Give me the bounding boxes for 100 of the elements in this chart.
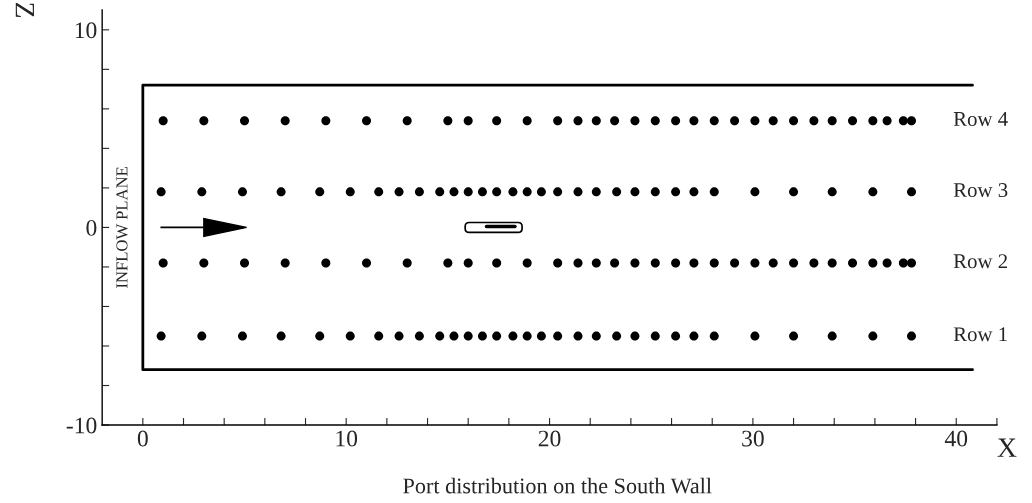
- point: [907, 187, 916, 197]
- point: [321, 258, 331, 268]
- point: [402, 258, 412, 268]
- point: [689, 116, 699, 126]
- point: [709, 258, 719, 268]
- point: [898, 116, 908, 126]
- point: [280, 258, 290, 268]
- point: [689, 331, 699, 341]
- point: [463, 116, 473, 126]
- point: [435, 331, 445, 341]
- point: [463, 187, 473, 197]
- point: [443, 116, 453, 126]
- point: [730, 116, 740, 126]
- point: [591, 116, 601, 126]
- series-label: Row 1: [953, 327, 1007, 342]
- point: [882, 258, 892, 268]
- point: [612, 331, 622, 341]
- x-tick-label: 30: [742, 430, 764, 447]
- point: [709, 116, 719, 126]
- point: [650, 116, 660, 126]
- y-tick-label: -10: [66, 417, 97, 434]
- point: [809, 258, 819, 268]
- annotation: INFLOW PLANE: [116, 167, 128, 289]
- point: [848, 116, 858, 126]
- point: [449, 187, 459, 197]
- point: [573, 258, 583, 268]
- point: [522, 258, 532, 268]
- point: [848, 258, 858, 268]
- point: [689, 258, 699, 268]
- point: [650, 258, 660, 268]
- point: [158, 258, 168, 268]
- point: [591, 258, 601, 268]
- point: [508, 331, 518, 341]
- series-label: Row 3: [953, 183, 1008, 198]
- point: [750, 258, 760, 268]
- y-axis-title: Z: [15, 2, 34, 18]
- point: [750, 331, 760, 341]
- x-tick-label: 0: [137, 430, 148, 447]
- point: [553, 116, 563, 126]
- point: [280, 116, 290, 126]
- point: [553, 258, 563, 268]
- point: [394, 331, 404, 341]
- point: [237, 187, 247, 197]
- point: [508, 187, 518, 197]
- point: [827, 187, 837, 197]
- point: [809, 116, 819, 126]
- point: [671, 331, 681, 341]
- point: [768, 116, 778, 126]
- y-tick-label: 10: [75, 22, 97, 39]
- point: [463, 258, 473, 268]
- x-tick-label: 40: [944, 430, 968, 447]
- x-axis-title: X: [997, 438, 1017, 457]
- x-tick-label: 10: [336, 430, 358, 447]
- point: [630, 187, 640, 197]
- point: [522, 331, 532, 341]
- point: [591, 187, 601, 197]
- point: [671, 258, 681, 268]
- x-tick-label: 20: [538, 430, 561, 447]
- point: [362, 258, 372, 268]
- point: [750, 116, 760, 126]
- text: Port distribution on the South Wall: [403, 477, 712, 494]
- point: [730, 258, 740, 268]
- point: [536, 187, 546, 197]
- point: [789, 258, 799, 268]
- point: [240, 258, 250, 268]
- point: [199, 116, 209, 126]
- point: [630, 116, 640, 126]
- point: [573, 187, 583, 197]
- point: [827, 116, 837, 126]
- point: [827, 331, 837, 341]
- point: [573, 116, 583, 126]
- point: [374, 331, 384, 341]
- point: [868, 187, 878, 197]
- point: [522, 187, 532, 197]
- point: [362, 116, 372, 126]
- point: [477, 331, 487, 341]
- point: [414, 331, 424, 341]
- point: [591, 331, 601, 341]
- point: [345, 331, 355, 341]
- series-label: Row 4: [953, 112, 1008, 126]
- point: [827, 258, 837, 268]
- point: [463, 331, 473, 341]
- point: [610, 258, 620, 268]
- point: [276, 187, 286, 197]
- point: [315, 187, 325, 197]
- point: [492, 116, 502, 126]
- point: [573, 331, 583, 341]
- point: [402, 116, 412, 126]
- point: [492, 331, 502, 341]
- point: [374, 187, 384, 197]
- point: [536, 331, 546, 341]
- point: [612, 187, 622, 197]
- point: [789, 116, 799, 126]
- point: [650, 331, 660, 341]
- point: [907, 258, 916, 268]
- point: [907, 116, 916, 126]
- point: [443, 258, 453, 268]
- point: [553, 331, 563, 341]
- point: [345, 187, 355, 197]
- point: [435, 187, 445, 197]
